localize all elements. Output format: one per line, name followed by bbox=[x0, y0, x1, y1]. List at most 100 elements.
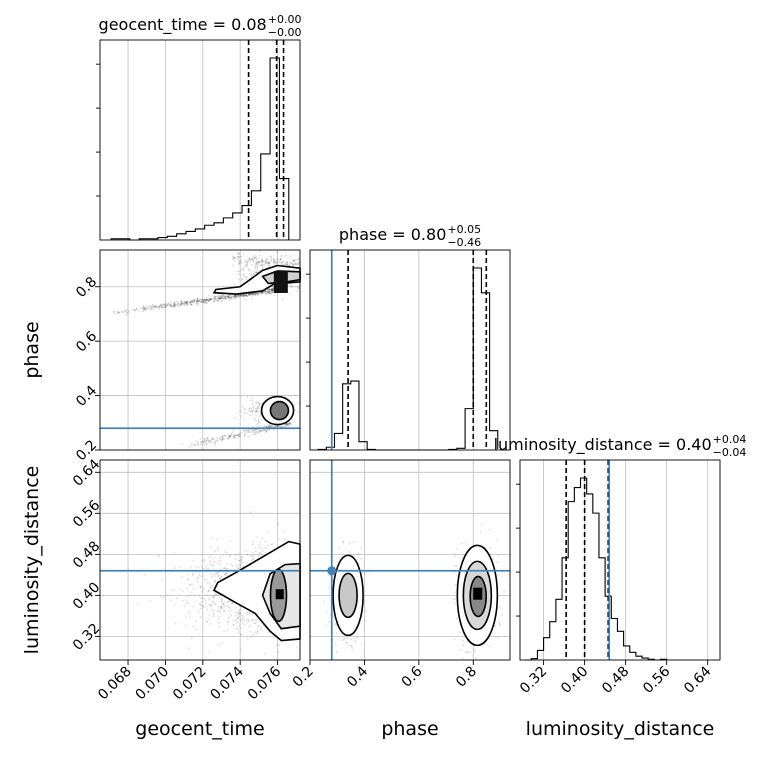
sample-point bbox=[222, 294, 225, 296]
sample-point bbox=[245, 618, 248, 621]
sample-point bbox=[193, 299, 196, 302]
sample-point bbox=[224, 295, 227, 298]
sample-point bbox=[190, 636, 193, 639]
sample-point bbox=[170, 304, 172, 307]
sample-point bbox=[335, 632, 338, 635]
sample-point bbox=[286, 263, 289, 266]
sample-point bbox=[206, 297, 209, 299]
sample-point bbox=[232, 255, 235, 258]
sample-point bbox=[173, 304, 175, 307]
sample-point bbox=[196, 300, 199, 303]
sample-point bbox=[120, 310, 123, 313]
sample-point bbox=[115, 310, 118, 312]
sample-point bbox=[235, 295, 238, 298]
sample-point bbox=[261, 264, 264, 267]
sample-point bbox=[226, 437, 228, 440]
sample-point bbox=[249, 624, 252, 627]
sample-point bbox=[232, 295, 235, 298]
sample-point bbox=[255, 262, 258, 265]
sample-point bbox=[205, 299, 207, 302]
sample-point bbox=[251, 259, 254, 262]
sample-point bbox=[212, 609, 215, 612]
sample-point bbox=[164, 305, 166, 308]
sample-point bbox=[214, 440, 217, 443]
sample-point bbox=[142, 305, 145, 308]
sample-point bbox=[228, 609, 231, 612]
sample-point bbox=[215, 594, 218, 596]
sample-point bbox=[249, 292, 252, 295]
title-phase: phase = 0.80 +0.05−0.46 bbox=[339, 223, 481, 249]
sample-point bbox=[185, 301, 187, 304]
sample-point bbox=[269, 292, 272, 295]
sample-point bbox=[240, 262, 243, 265]
sample-point bbox=[143, 307, 146, 310]
sample-point bbox=[240, 633, 243, 636]
x-tick-label-phase: 0.6 bbox=[399, 663, 426, 690]
sample-point bbox=[257, 422, 260, 424]
sample-point bbox=[250, 293, 252, 295]
sample-point bbox=[252, 408, 255, 411]
sample-point bbox=[173, 603, 176, 606]
sample-point bbox=[263, 292, 266, 295]
sample-point bbox=[251, 402, 254, 405]
sample-point bbox=[151, 303, 154, 306]
sample-point bbox=[234, 296, 237, 299]
sample-point bbox=[225, 605, 228, 607]
histogram-phase bbox=[317, 267, 499, 451]
sample-point bbox=[173, 303, 176, 306]
sample-point bbox=[257, 401, 260, 404]
title-plus-phase: +0.05 bbox=[447, 223, 481, 236]
sample-point bbox=[250, 633, 253, 636]
sample-point bbox=[209, 298, 212, 301]
sample-point bbox=[203, 300, 205, 302]
sample-point bbox=[287, 257, 289, 260]
sample-point bbox=[219, 577, 222, 580]
sample-point bbox=[455, 564, 458, 567]
x-tick-label-geocent_time: 0.076 bbox=[245, 663, 285, 703]
sample-point bbox=[251, 293, 254, 296]
sample-point bbox=[257, 555, 259, 557]
sample-point bbox=[267, 289, 270, 291]
sample-point bbox=[181, 300, 183, 303]
sample-point bbox=[196, 297, 199, 300]
sample-point bbox=[215, 297, 218, 300]
sample-point bbox=[209, 298, 212, 301]
sample-point bbox=[246, 611, 248, 613]
sample-point bbox=[249, 294, 252, 297]
sample-point bbox=[249, 414, 252, 417]
sample-point bbox=[244, 624, 246, 626]
sample-point bbox=[251, 292, 253, 295]
sample-point bbox=[256, 265, 259, 267]
sample-point bbox=[158, 306, 161, 308]
sample-point bbox=[199, 607, 202, 610]
sample-point bbox=[257, 624, 260, 627]
sample-point bbox=[261, 291, 264, 294]
sample-point bbox=[270, 288, 273, 291]
sample-point bbox=[211, 536, 213, 539]
sample-point bbox=[236, 295, 239, 297]
sample-point bbox=[183, 302, 186, 305]
sample-point bbox=[265, 431, 268, 434]
sample-point bbox=[213, 612, 215, 615]
sample-point bbox=[175, 300, 178, 303]
sample-point bbox=[220, 296, 223, 299]
sample-point bbox=[201, 591, 203, 593]
sample-point bbox=[243, 417, 246, 420]
sample-point bbox=[230, 563, 233, 566]
sample-point bbox=[230, 297, 233, 299]
sample-point bbox=[209, 605, 212, 608]
sample-point bbox=[246, 396, 249, 399]
sample-point bbox=[269, 259, 272, 262]
sample-point bbox=[207, 300, 210, 302]
sample-point bbox=[460, 649, 462, 651]
sample-point bbox=[173, 304, 176, 307]
sample-point bbox=[341, 639, 343, 642]
sample-point bbox=[191, 573, 194, 575]
sample-point bbox=[226, 629, 229, 632]
sample-point bbox=[278, 644, 281, 647]
sample-point bbox=[219, 562, 222, 565]
sample-point bbox=[241, 622, 244, 625]
sample-point bbox=[251, 618, 253, 621]
sample-point bbox=[233, 296, 236, 298]
panel-phase-hist-frame bbox=[309, 249, 511, 451]
